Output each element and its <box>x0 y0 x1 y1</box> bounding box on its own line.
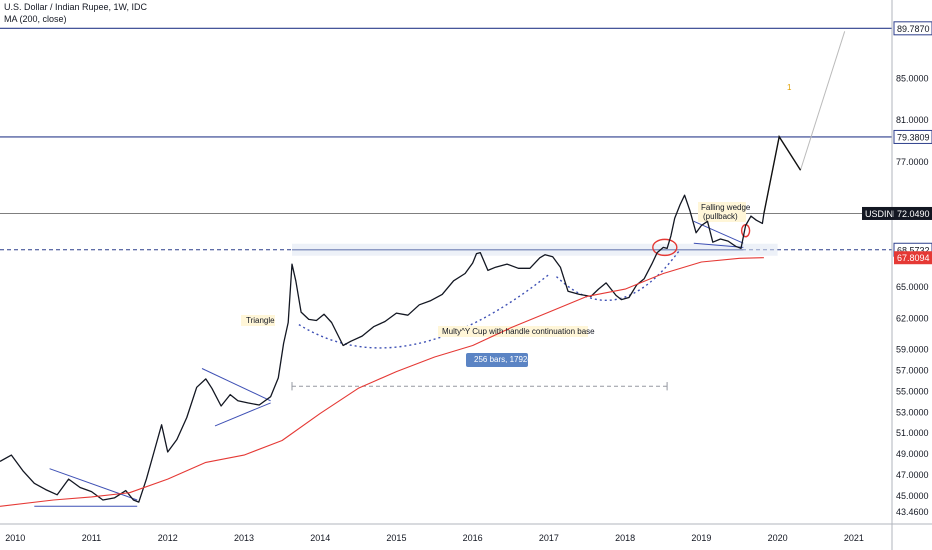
price-line <box>0 194 765 503</box>
price-tag-bg <box>894 206 932 220</box>
neckline-zone <box>291 243 778 256</box>
y-tick-label: 45.0000 <box>896 491 929 501</box>
annotation-falling-wedge: Falling wedge <box>701 203 751 212</box>
x-tick-label: 2011 <box>82 533 101 543</box>
annotation-cup-handle: Multy^Y Cup with handle continuation bas… <box>442 327 595 336</box>
x-tick-label: 2020 <box>768 533 788 543</box>
wedge-label-bg <box>698 202 746 222</box>
wedge-lower-line <box>693 242 744 248</box>
indicator-label: MA (200, close) <box>4 14 67 24</box>
x-tick-label: 2017 <box>539 533 559 543</box>
handle-curve <box>556 249 681 301</box>
x-tick-label: 2013 <box>234 533 254 543</box>
price-tag-label: 72.0490 <box>897 209 930 219</box>
triangle-upper-line <box>201 368 271 402</box>
y-tick-label: 59.0000 <box>896 345 929 355</box>
annotation-target-1: 1 <box>787 83 792 92</box>
y-tick-label: 47.0000 <box>896 470 929 480</box>
annotation-labels: Triangle Multy^Y Cup with handle continu… <box>246 83 792 364</box>
price-tag-label: 79.3809 <box>897 132 930 142</box>
ma-200-line <box>0 257 764 507</box>
y-tick-label: 85.0000 <box>896 73 929 83</box>
price-tag-label: 67.8094 <box>897 253 930 263</box>
price-tag-label: 68.5732 <box>897 245 930 255</box>
breakout-circle <box>652 238 678 257</box>
y-tick-label: 43.4600 <box>896 507 929 517</box>
y-tick-label: 81.0000 <box>896 115 929 125</box>
x-axis-labels: 2010 2011 2012 2013 2014 2015 2016 2017 2018 2019… <box>5 533 864 543</box>
range-measure-badge <box>466 353 528 367</box>
cup-curve <box>298 273 550 349</box>
x-tick-label: 2021 <box>844 533 864 543</box>
price-tag-bg <box>894 251 932 265</box>
price-tag-label: USDINR <box>865 209 900 219</box>
x-tick-label: 2014 <box>310 533 330 543</box>
y-tick-label: 77.0000 <box>896 157 929 167</box>
cup-label-bg <box>438 326 588 337</box>
x-tick-label: 2016 <box>463 533 483 543</box>
y-tick-label: 62.0000 <box>896 313 929 323</box>
y-tick-label: 51.0000 <box>896 428 929 438</box>
x-tick-label: 2012 <box>158 533 178 543</box>
chart-title: U.S. Dollar / Indian Rupee, 1W, IDC <box>4 2 148 12</box>
projection-path-black <box>763 134 802 214</box>
y-tick-label: 49.0000 <box>896 449 929 459</box>
price-tag-label: 89.7870 <box>897 24 930 34</box>
annotation-drawings <box>34 31 846 507</box>
annotation-bars-count: 256 bars, 1792d <box>474 355 532 364</box>
y-tick-label: 55.0000 <box>896 386 929 396</box>
x-tick-label: 2018 <box>615 533 635 543</box>
annotation-triangle: Triangle <box>246 316 275 325</box>
price-tag-bg <box>893 21 932 36</box>
horizontal-levels <box>0 27 892 256</box>
y-tick-label: 53.0000 <box>896 407 929 417</box>
price-tag-bg <box>893 129 932 144</box>
series-layer <box>0 194 765 507</box>
triangle-label-bg <box>241 315 275 326</box>
y-tick-label: 65.0000 <box>896 282 929 292</box>
triangle-lower-line <box>214 402 271 427</box>
x-tick-label: 2010 <box>5 533 25 543</box>
x-tick-label: 2015 <box>386 533 406 543</box>
x-tick-label: 2019 <box>691 533 711 543</box>
price-tag-bg <box>862 206 894 220</box>
annotation-pullback: (pullback) <box>703 212 738 221</box>
wedge-upper-line-2010 <box>49 468 138 501</box>
projection-path-grey <box>763 31 846 214</box>
y-tick-label: 57.0000 <box>896 366 929 376</box>
